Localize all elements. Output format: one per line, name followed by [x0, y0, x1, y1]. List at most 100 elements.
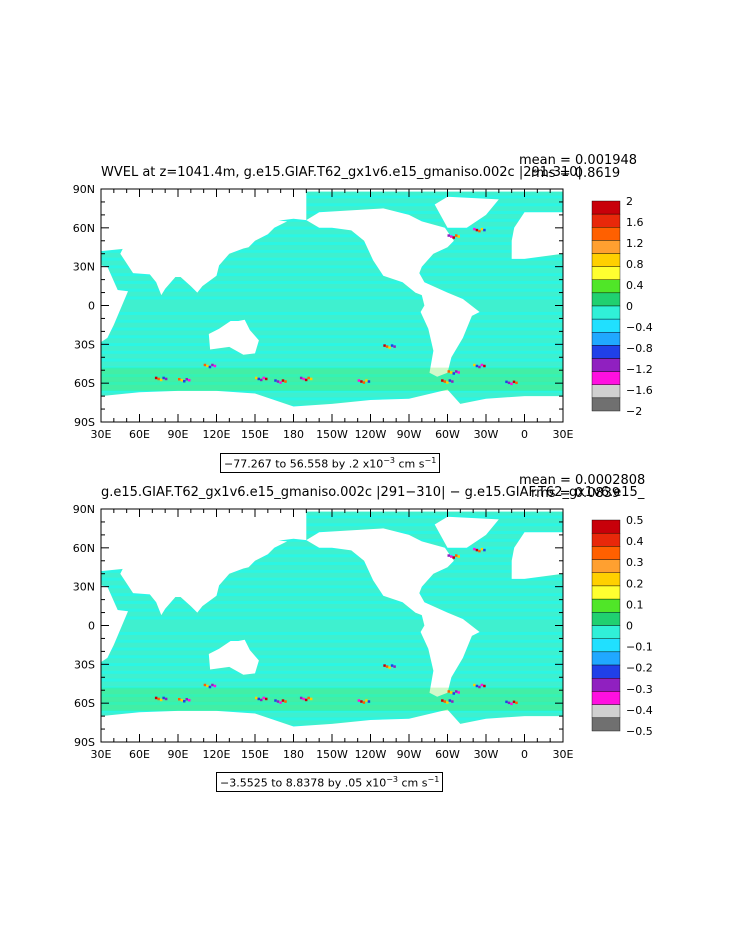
panel1-colorbar-swatch — [591, 384, 621, 399]
panel1-speckle — [309, 377, 313, 381]
panel1-colorbar-label: 0 — [626, 300, 633, 313]
panel2-speckle — [284, 700, 287, 703]
panel2-ocean-band — [101, 600, 563, 604]
panel1-colorbar-swatch — [591, 253, 621, 267]
panel1-colorbar-label: −1.2 — [626, 363, 653, 376]
panel2-colorbar-swatch — [591, 678, 621, 692]
panel2-colorbar-swatch — [591, 704, 621, 719]
panel1-lon-label: 180 — [283, 428, 304, 441]
panel2-lon-label: 90E — [168, 748, 189, 761]
panel1-ocean-band — [101, 311, 563, 315]
panel1-lat-label: 30N — [73, 261, 95, 274]
panel2-speckle — [203, 683, 207, 687]
panel2-colorbar-swatch — [591, 598, 621, 613]
panel2-land-americas — [306, 528, 480, 697]
panel2-speckle — [475, 684, 479, 688]
panel1-ocean-band — [101, 265, 563, 269]
panel1-speckle — [512, 380, 516, 384]
panel1-lon-label: 0 — [521, 428, 528, 441]
panel1-lon-label: 30W — [474, 428, 499, 441]
panel2-ocean-band — [101, 608, 563, 612]
panel1-speckle — [473, 227, 476, 231]
panel1-lat-label: 60S — [74, 377, 95, 390]
panel2-colorbar-label: 0.5 — [626, 514, 644, 527]
panel2-speckle — [365, 699, 368, 702]
panel2-speckle — [257, 697, 260, 701]
panel2-colorbar-label: −0.1 — [626, 641, 653, 654]
panel2-speckle — [388, 666, 391, 669]
panel1-speckle — [211, 363, 214, 367]
panel1-lon-label: 120E — [203, 428, 231, 441]
panel2-speckle — [473, 683, 476, 687]
panel2-speckle — [483, 548, 486, 552]
panel1-ocean-band — [101, 226, 563, 230]
panel1-speckle — [180, 378, 183, 382]
panel2-speckle — [455, 554, 458, 557]
panel1-speckle — [455, 234, 458, 237]
panel1-speckle — [302, 377, 305, 381]
panel1-speckle — [188, 378, 191, 382]
panel2-speckle — [512, 700, 516, 704]
panel1-speckle — [447, 234, 450, 237]
panel2-ocean-band — [101, 546, 563, 550]
panel2-range-exp: −3 — [386, 775, 399, 784]
panel1-lon-label: 150W — [316, 428, 348, 441]
panel2-speckle — [178, 697, 181, 701]
panel2-lon-label: 60W — [435, 748, 460, 761]
panel2-speckle — [455, 690, 458, 693]
panel2-ocean-band — [101, 670, 563, 674]
panel2-land-europe — [511, 532, 563, 579]
panel2-ocean-band — [101, 709, 563, 713]
panel2-ocean-band — [101, 701, 563, 705]
panel2-speckle — [452, 556, 455, 559]
panel2-ocean-band — [101, 569, 563, 573]
panel1-land-africa — [40, 257, 129, 351]
panel2-title: g.e15.GIAF.T62_gx1v6.e15_gmaniso.002c |2… — [101, 485, 645, 500]
panel1-speckle — [450, 235, 453, 238]
panel2-speckle — [478, 685, 481, 689]
panel2-speckle — [188, 698, 191, 702]
panel2-lon-label: 150E — [241, 748, 269, 761]
panel2-land-greenland — [434, 516, 499, 548]
panel1-speckle — [265, 377, 268, 381]
panel2-lat-label: 90S — [74, 736, 95, 749]
panel1-ocean-band — [101, 296, 563, 300]
panel2-lat-label: 90N — [73, 503, 95, 516]
panel2-speckle — [448, 699, 452, 702]
panel1-colorbar-swatch — [591, 227, 621, 241]
panel1-ocean-band — [101, 203, 563, 207]
panel2-ocean-band — [101, 554, 563, 558]
panel1-speckle — [478, 229, 481, 233]
panel2-colorbar-swatch — [591, 532, 621, 547]
panel1-speckle — [457, 235, 460, 238]
panel2-speckle — [357, 699, 361, 702]
panel1-speckle — [276, 380, 280, 383]
panel1-speckle — [383, 344, 386, 347]
panel1-colorbar-swatch — [591, 279, 621, 294]
panel2-ocean-band — [101, 655, 563, 659]
panel1-ocean-band — [101, 335, 563, 339]
panel1-ocean-band — [101, 350, 563, 354]
panel1-lon-label: 90E — [168, 428, 189, 441]
panel2-land-australia — [208, 639, 259, 675]
panel1-colorbar-swatch — [591, 358, 621, 372]
panel1-speckle — [284, 380, 287, 383]
panel2-ocean-band — [101, 616, 563, 620]
panel1-land-india — [120, 214, 288, 296]
panel1-speckle — [203, 363, 207, 367]
panel1-speckle — [390, 344, 394, 347]
panel1-speckle — [507, 381, 511, 385]
panel1-speckle — [206, 364, 209, 368]
panel1-colorbar-label: 2 — [626, 195, 633, 208]
panel1-speckle — [185, 377, 188, 381]
panel2-colorbar-label: 0.4 — [626, 535, 644, 548]
panel2-speckle — [447, 690, 450, 693]
panel1-lat-label: 90N — [73, 183, 95, 196]
panel1-speckle — [159, 378, 163, 382]
panel2-colorbar-swatch — [591, 638, 621, 653]
panel1-colorbar-swatch — [591, 318, 621, 333]
panel1-lon-label: 60W — [435, 428, 460, 441]
panel2-speckle — [452, 692, 455, 695]
panel2-speckle — [450, 691, 453, 694]
panel2-speckle — [162, 696, 165, 700]
